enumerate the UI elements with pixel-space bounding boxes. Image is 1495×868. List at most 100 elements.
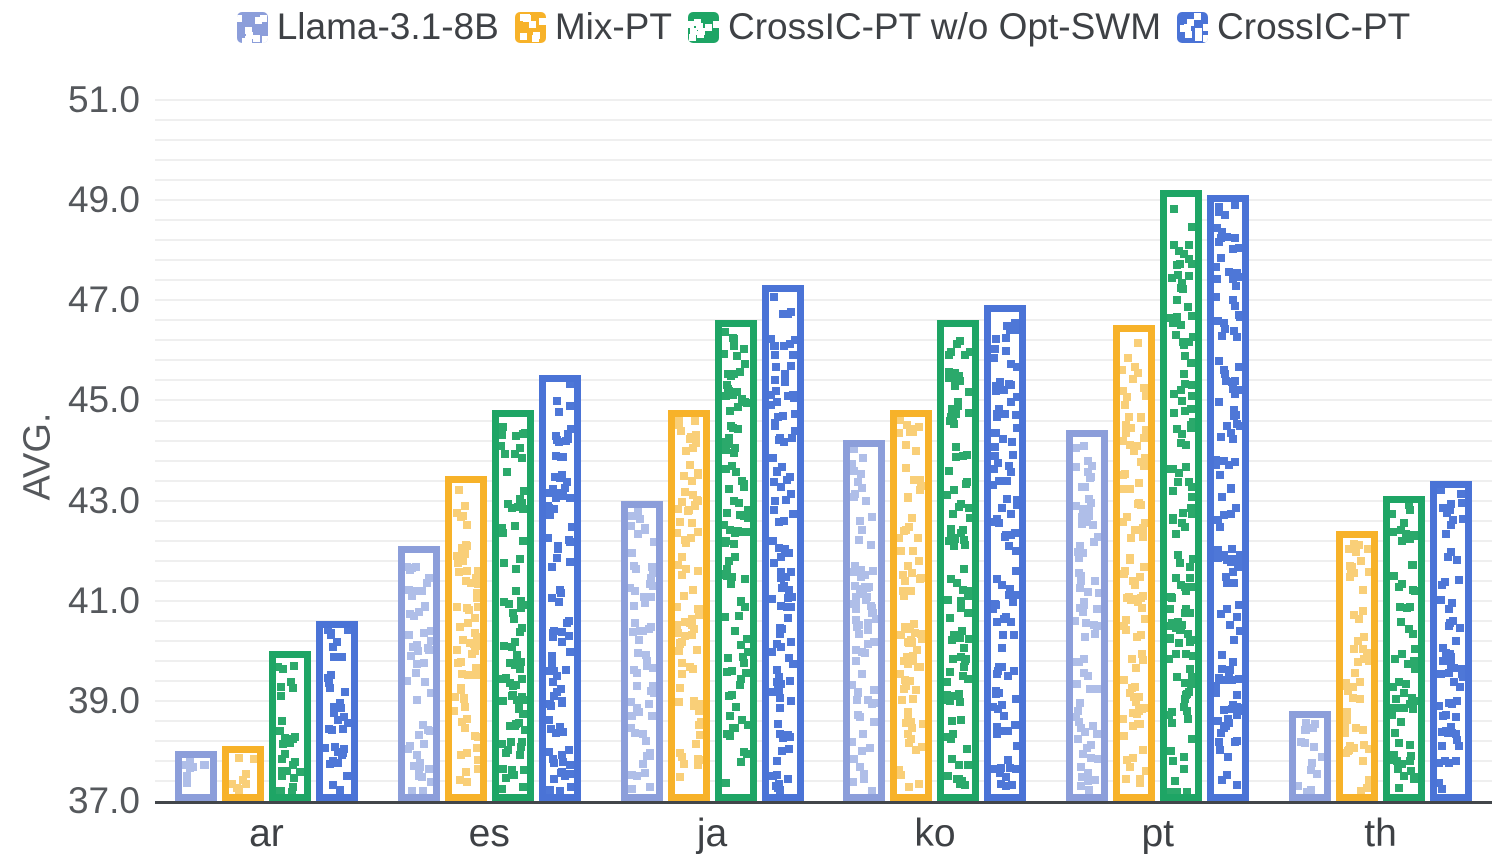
hatch-square xyxy=(850,778,858,787)
gridline xyxy=(155,239,1492,242)
hatch-square xyxy=(1214,460,1221,469)
hatch-square xyxy=(412,641,421,650)
hatch-square xyxy=(1348,562,1357,571)
hatch-square xyxy=(1365,568,1371,577)
hatch-square xyxy=(689,665,697,673)
legend: Llama-3.1-8B Mix-PT CrossIC-PT w/o Opt-S… xyxy=(155,2,1492,52)
hatch-square xyxy=(1395,739,1404,747)
hatch-square xyxy=(851,656,860,665)
hatch-square xyxy=(1452,637,1461,645)
hatch-square xyxy=(552,451,560,460)
hatch-square xyxy=(850,459,857,468)
hatch-square xyxy=(693,761,702,769)
hatch-square xyxy=(1393,757,1402,766)
hatch-square xyxy=(499,529,507,538)
hatch-square xyxy=(993,459,1002,468)
hatch-square xyxy=(518,738,527,747)
hatch-square xyxy=(1220,510,1229,519)
hatch-square xyxy=(1356,678,1365,687)
hatch-square xyxy=(867,700,876,709)
hatch-square xyxy=(724,654,733,663)
hatch-square xyxy=(529,21,537,29)
hatch-square xyxy=(408,592,417,601)
hatch-square xyxy=(634,530,642,538)
hatch-square xyxy=(780,437,789,446)
plot-area xyxy=(155,99,1492,804)
hatch-square xyxy=(1138,591,1147,600)
hatch-square xyxy=(1179,24,1187,32)
hatch-square xyxy=(1214,357,1223,365)
hatch-square xyxy=(1120,387,1128,396)
hatch-square xyxy=(769,292,778,301)
hatch-square xyxy=(1073,463,1081,472)
hatch-square xyxy=(464,619,472,628)
hatch-square xyxy=(1180,678,1189,687)
hatch-square xyxy=(564,434,573,443)
hatch-square xyxy=(546,747,554,756)
hatch-square xyxy=(1174,477,1183,486)
hatch-square xyxy=(1076,762,1085,771)
hatch-square xyxy=(735,368,744,377)
hatch-square xyxy=(558,628,567,637)
hatch-square xyxy=(1228,385,1237,394)
hatch-square xyxy=(992,335,1001,344)
hatch-square xyxy=(993,730,1002,739)
hatch-square xyxy=(1310,742,1319,751)
hatch-square xyxy=(462,577,471,586)
hatch-square xyxy=(693,604,702,613)
hatch-square xyxy=(963,451,972,460)
hatch-square xyxy=(1133,369,1142,377)
hatch-square xyxy=(1406,752,1415,761)
hatch-square xyxy=(1074,548,1083,556)
hatch-square xyxy=(1233,332,1242,341)
hatch-square xyxy=(421,603,429,612)
hatch-square xyxy=(500,598,509,607)
hatch-square xyxy=(1121,401,1130,410)
x-tick-label-es: es xyxy=(468,812,510,855)
gridline xyxy=(155,159,1492,162)
hatch-square xyxy=(1169,319,1177,327)
hatch-square xyxy=(905,676,914,685)
hatch-square xyxy=(915,780,924,789)
hatch-square xyxy=(456,657,465,666)
hatch-square xyxy=(1355,695,1364,704)
hatch-square xyxy=(995,404,1004,413)
hatch-square xyxy=(1082,619,1091,628)
hatch-square xyxy=(782,602,791,611)
hatch-square xyxy=(957,716,965,724)
hatch-square xyxy=(1007,438,1016,446)
hatch-square xyxy=(771,363,780,372)
hatch-square xyxy=(567,424,574,433)
hatch-square xyxy=(777,601,786,610)
bar-crossic-pt-w-o-opt-swm-ja xyxy=(715,320,757,801)
hatch-square xyxy=(1232,503,1240,512)
hatch-square xyxy=(338,724,347,733)
hatch-square xyxy=(289,782,298,791)
hatch-square xyxy=(1120,714,1127,723)
hatch-square xyxy=(1193,13,1201,21)
hatch-square xyxy=(648,569,656,577)
hatch-square xyxy=(405,586,414,595)
hatch-square xyxy=(565,746,574,755)
hatch-square xyxy=(857,469,866,478)
hatch-square xyxy=(1131,698,1140,707)
hatch-square xyxy=(473,743,480,752)
hatch-square xyxy=(722,521,728,529)
hatch-square xyxy=(1189,332,1195,341)
hatch-square xyxy=(908,652,917,661)
hatch-square xyxy=(691,430,700,439)
hatch-square xyxy=(1084,672,1093,680)
hatch-square xyxy=(1402,530,1411,539)
hatch-square xyxy=(898,695,907,704)
hatch-square xyxy=(996,764,1005,772)
hatch-square xyxy=(1006,325,1015,334)
gridline xyxy=(155,259,1492,262)
hatch-square xyxy=(647,574,656,583)
hatch-square xyxy=(1353,637,1362,646)
hatch-square xyxy=(944,368,953,377)
hatch-square xyxy=(471,629,479,638)
hatch-square xyxy=(675,629,683,638)
hatch-square xyxy=(950,376,959,384)
hatch-square xyxy=(687,476,696,485)
hatch-square xyxy=(787,592,796,601)
